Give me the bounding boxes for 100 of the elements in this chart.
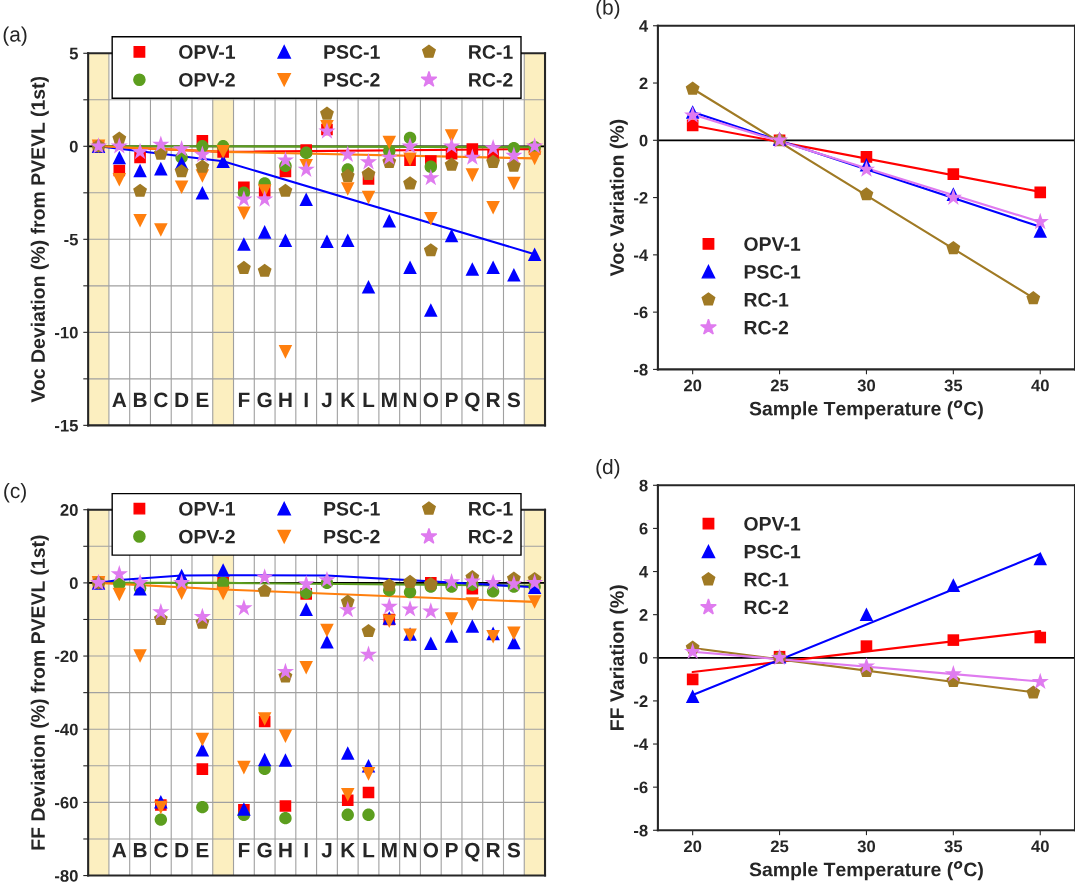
- legend-label: OPV-1: [744, 516, 801, 531]
- y-tick-label: 0: [69, 140, 78, 153]
- y-tick-label: -10: [54, 326, 78, 339]
- legend-label: RC-2: [744, 320, 789, 335]
- point: [424, 160, 438, 173]
- x-tick-label: 20: [683, 379, 702, 392]
- point: [946, 240, 961, 255]
- point: [110, 137, 128, 154]
- point: [361, 190, 376, 205]
- point: [465, 597, 480, 611]
- point: [278, 183, 293, 197]
- y-tick-label: -15: [54, 419, 78, 432]
- point: [235, 599, 253, 616]
- legend-label: OPV-1: [179, 45, 236, 59]
- point: [1033, 224, 1048, 238]
- point: [382, 213, 397, 228]
- point: [195, 159, 210, 173]
- point: [465, 168, 480, 182]
- x-tick-label: I: [304, 392, 308, 408]
- point: [1026, 291, 1041, 305]
- point: [484, 573, 502, 591]
- point: [340, 182, 355, 196]
- point: [947, 634, 960, 646]
- point: [380, 597, 398, 614]
- point: [403, 260, 417, 274]
- y-tick-label: -60: [54, 796, 78, 809]
- point: [857, 657, 876, 674]
- x-tick-label: C: [154, 842, 168, 858]
- x-tick-label: J: [321, 843, 332, 858]
- point: [359, 645, 378, 662]
- x-tick-label: K: [341, 392, 356, 408]
- x-tick-label: 20: [683, 840, 702, 853]
- y-tick-label: 0: [639, 134, 648, 147]
- chart-title: (b): [596, 0, 620, 19]
- point: [401, 137, 419, 154]
- point: [362, 786, 375, 799]
- point: [195, 732, 210, 747]
- y-tick-label: -8: [634, 363, 648, 376]
- point: [154, 161, 168, 176]
- x-tick-label: L: [363, 392, 375, 408]
- point: [505, 146, 523, 163]
- point: [340, 233, 355, 248]
- point: [465, 619, 480, 633]
- chart-title: (c): [4, 482, 26, 503]
- point: [236, 260, 251, 275]
- legend-label: PSC-1: [744, 544, 801, 559]
- point: [299, 192, 313, 207]
- y-tick-label: -5: [64, 233, 78, 246]
- point: [174, 164, 189, 178]
- y-tick-label: 4: [639, 20, 649, 32]
- x-tick-label: S: [507, 842, 521, 858]
- point: [235, 190, 253, 207]
- point: [361, 279, 376, 294]
- legend-label: RC-2: [744, 600, 789, 615]
- x-tick-label: D: [175, 392, 189, 408]
- point: [216, 586, 230, 601]
- point: [507, 176, 521, 191]
- x-tick-label: L: [363, 843, 375, 858]
- x-tick-label: Q: [465, 842, 480, 862]
- point: [237, 237, 251, 251]
- point: [112, 150, 127, 165]
- point: [1033, 551, 1048, 566]
- point: [860, 640, 873, 652]
- point: [154, 223, 168, 237]
- point: [507, 267, 521, 282]
- point: [1031, 672, 1049, 690]
- point: [299, 660, 313, 675]
- point: [318, 570, 336, 588]
- point: [257, 752, 272, 767]
- point: [403, 176, 417, 190]
- point: [422, 168, 440, 186]
- x-tick-label: N: [403, 392, 417, 408]
- x-tick-label: P: [446, 843, 458, 858]
- x-tick-label: 40: [1031, 379, 1049, 392]
- point: [424, 636, 438, 651]
- point: [424, 303, 438, 317]
- x-tick-label: B: [133, 843, 147, 858]
- x-axis-title: Sample Temperature ($^{o}$C): [749, 400, 983, 420]
- x-tick-label: J: [321, 392, 332, 408]
- point: [444, 129, 459, 143]
- point: [278, 753, 293, 767]
- x-tick-label: N: [403, 843, 417, 858]
- point: [237, 760, 251, 775]
- x-tick-label: C: [154, 392, 168, 408]
- point: [506, 158, 521, 172]
- point: [256, 568, 274, 585]
- point: [526, 137, 544, 154]
- x-tick-label: I: [304, 843, 308, 858]
- point: [299, 146, 313, 160]
- x-tick-label: K: [341, 843, 356, 858]
- x-tick-label: 30: [857, 379, 876, 392]
- legend-label: OPV-2: [179, 72, 235, 87]
- point: [857, 160, 876, 177]
- chart-title: (d): [596, 458, 620, 479]
- point: [361, 623, 376, 638]
- point: [154, 800, 168, 815]
- y-tick-label: -4: [634, 249, 649, 261]
- point: [484, 139, 502, 156]
- point: [1026, 685, 1041, 699]
- point: [442, 573, 461, 590]
